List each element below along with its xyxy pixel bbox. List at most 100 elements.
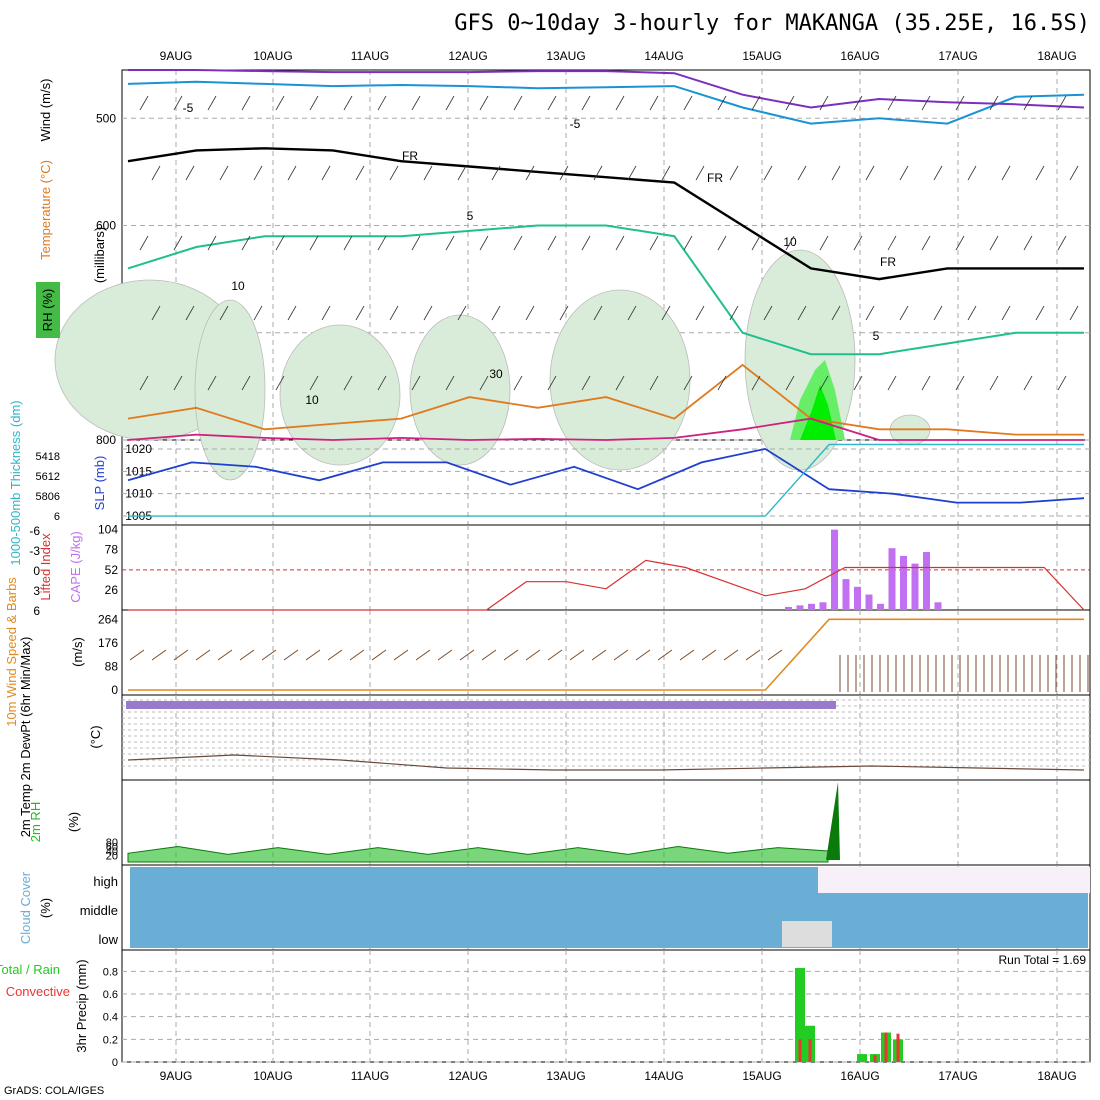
barb-3-5	[321, 305, 331, 321]
tick-wind-264: 264	[98, 612, 118, 626]
barb-2-14	[615, 235, 625, 251]
tick-li--6: -6	[29, 524, 40, 538]
barb-4-16	[683, 375, 693, 391]
barb-4-11	[513, 375, 523, 391]
cape-bar-11	[796, 605, 804, 610]
tick-rh-40: 40	[106, 846, 118, 858]
barb-4-26	[1023, 375, 1033, 391]
barb-1-10	[491, 165, 501, 181]
barb-2-16	[683, 235, 693, 251]
barb-3-25	[1001, 305, 1011, 321]
barb-0-1	[173, 95, 183, 111]
barb-2-9	[445, 235, 455, 251]
barb-0-6	[343, 95, 353, 111]
barb-3-4	[287, 305, 297, 321]
tick-rh-20: 20	[106, 851, 118, 863]
temp-line	[127, 754, 1085, 771]
barb-1-14	[627, 165, 637, 181]
bottom-date-18AUG: 18AUG	[1037, 1069, 1076, 1083]
sfc-barb-8	[305, 649, 321, 661]
precip-conv-5	[896, 1033, 900, 1062]
tick-slp-1020: 1020	[125, 442, 152, 456]
barb-0-13	[581, 95, 591, 111]
barb-2-19	[785, 235, 795, 251]
precip-conv-0	[798, 1039, 802, 1062]
barb-0-22	[887, 95, 897, 111]
precip-conv-1	[808, 1039, 812, 1062]
barb-4-3	[241, 375, 251, 391]
barb-1-13	[593, 165, 603, 181]
barb-0-11	[513, 95, 523, 111]
barb-1-1	[185, 165, 195, 181]
barb-3-24	[967, 305, 977, 321]
barb-1-4	[287, 165, 297, 181]
tick-wind-176: 176	[98, 636, 118, 650]
barb-3-3	[253, 305, 263, 321]
sfc-barb-26	[701, 649, 717, 661]
barb-0-19	[785, 95, 795, 111]
barb-0-18	[751, 95, 761, 111]
barb-2-21	[853, 235, 863, 251]
contour-label-7: 10	[231, 279, 245, 293]
barb-4-9	[445, 375, 455, 391]
cape-bar-23	[934, 602, 942, 610]
top-date-17AUG: 17AUG	[938, 49, 977, 63]
barb-1-21	[865, 165, 875, 181]
barb-2-0	[139, 235, 149, 251]
rh-shade-4	[549, 289, 691, 471]
tick-cape-78: 78	[105, 543, 119, 557]
barb-3-17	[729, 305, 739, 321]
slp-line	[127, 447, 1085, 504]
cape-bar-16	[854, 586, 861, 610]
sfc-barb-14	[437, 649, 453, 661]
cape-bar-21	[911, 563, 919, 610]
barb-2-23	[921, 235, 931, 251]
cloud-label: Cloud Cover	[18, 871, 33, 944]
barb-1-23	[933, 165, 943, 181]
tick-li-3: 3	[33, 584, 40, 598]
barb-3-6	[355, 305, 365, 321]
barb-3-11	[525, 305, 535, 321]
wind10-units: (m/s)	[70, 637, 85, 667]
bottom-date-14AUG: 14AUG	[644, 1069, 683, 1083]
bottom-date-17AUG: 17AUG	[938, 1069, 977, 1083]
sfc-barb-10	[349, 649, 365, 661]
top-date-12AUG: 12AUG	[448, 49, 487, 63]
contour-FR	[127, 147, 1084, 281]
contour-label-6: 5	[873, 329, 880, 343]
barb-0-23	[921, 95, 931, 111]
bottom-date-10AUG: 10AUG	[253, 1069, 292, 1083]
barb-0-14	[615, 95, 625, 111]
contour-30	[127, 417, 1084, 441]
barb-2-6	[343, 235, 353, 251]
barb-3-9	[457, 305, 467, 321]
top-date-13AUG: 13AUG	[546, 49, 585, 63]
barb-2-3	[241, 235, 251, 251]
cape-bar-14	[831, 529, 838, 610]
barb-1-17	[729, 165, 739, 181]
barb-4-2	[207, 375, 217, 391]
tick-precip-0.8: 0.8	[103, 966, 118, 978]
barb-2-2	[207, 235, 217, 251]
tick-cape-52: 52	[105, 563, 119, 577]
rh-peak-shade	[800, 385, 836, 440]
barb-4-7	[377, 375, 387, 391]
barb-1-9	[457, 165, 467, 181]
contour-5	[127, 224, 1084, 356]
barb-2-20	[819, 235, 829, 251]
barb-3-20	[831, 305, 841, 321]
tick-li-6: 6	[33, 604, 40, 618]
cape-bar-22	[923, 552, 930, 610]
barb-4-13	[581, 375, 591, 391]
li-label: Lifted Index	[38, 533, 53, 601]
tick-li-0: 0	[33, 564, 40, 578]
barb-4-24	[955, 375, 965, 391]
rh-spike	[826, 782, 840, 860]
tick-precip-0.4: 0.4	[103, 1012, 118, 1024]
sfc-barb-13	[415, 649, 431, 661]
panels: 500600700800-5-5FRFRFR5510103010(milliba…	[0, 69, 1091, 1069]
barb-4-10	[479, 375, 489, 391]
barb-4-1	[173, 375, 183, 391]
thk-label: 1000-500mb Thickness (dm)	[8, 400, 23, 565]
